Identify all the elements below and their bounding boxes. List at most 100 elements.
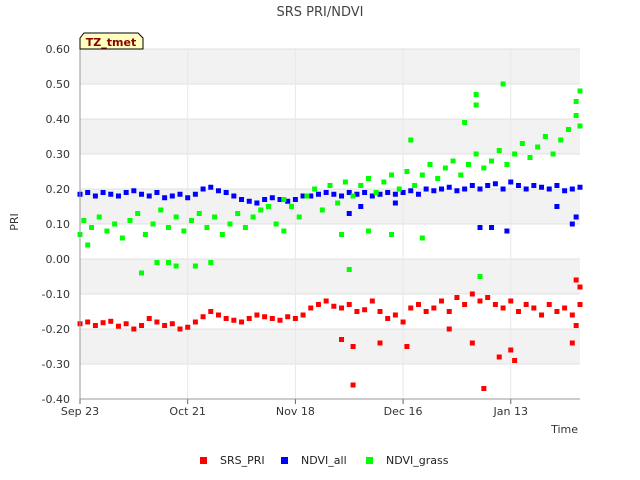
data-point	[362, 190, 368, 195]
data-point	[408, 137, 414, 143]
data-point	[562, 305, 568, 311]
data-point	[204, 225, 210, 230]
x-tick-label: Dec 16	[384, 405, 423, 418]
data-point	[177, 326, 183, 332]
data-point	[469, 340, 475, 346]
data-point	[335, 200, 341, 206]
data-point	[389, 232, 395, 237]
data-point	[569, 221, 575, 227]
data-point	[535, 144, 541, 150]
data-point	[92, 323, 98, 328]
data-point	[135, 211, 141, 216]
series-SRS_PRI	[77, 277, 583, 391]
data-point	[539, 312, 545, 318]
data-point	[269, 316, 275, 321]
data-point	[573, 99, 579, 104]
data-point	[323, 298, 329, 304]
data-point	[358, 183, 364, 188]
data-point	[558, 137, 564, 143]
data-point	[115, 323, 121, 329]
data-point	[185, 324, 191, 330]
data-point	[300, 193, 306, 199]
data-point	[85, 319, 91, 325]
legend-swatch	[281, 457, 288, 464]
data-point	[315, 191, 321, 197]
data-point	[569, 186, 575, 192]
data-point	[139, 191, 145, 197]
data-point	[485, 183, 491, 188]
data-point	[473, 151, 479, 157]
data-point	[577, 123, 583, 129]
data-point	[108, 318, 114, 324]
data-point	[208, 260, 214, 265]
data-point	[500, 305, 506, 311]
y-tick-label: 0.50	[46, 78, 71, 91]
data-point	[162, 323, 168, 328]
data-point	[154, 319, 160, 325]
data-point	[289, 204, 295, 209]
data-point	[350, 344, 356, 349]
data-point	[477, 186, 483, 192]
data-point	[496, 354, 502, 360]
data-point	[531, 183, 537, 188]
data-point	[262, 314, 268, 320]
data-point	[273, 221, 279, 227]
data-point	[504, 228, 510, 234]
data-point	[515, 309, 521, 314]
x-axis-label: Time	[550, 423, 578, 436]
data-point	[412, 183, 418, 188]
data-point	[323, 190, 329, 195]
data-point	[231, 193, 237, 199]
data-point	[573, 277, 579, 283]
data-point	[473, 92, 479, 97]
x-tick-label: Oct 21	[169, 405, 206, 418]
data-point	[446, 309, 452, 314]
data-point	[123, 190, 129, 195]
data-point	[550, 151, 556, 157]
axis-ticks: -0.40 -0.30 -0.20 -0.10 0.00 0.10 0.20 0.30 0.40…	[42, 43, 580, 418]
y-axis-label: PRI	[8, 213, 21, 231]
data-point	[489, 158, 495, 164]
data-point	[123, 321, 129, 327]
data-point	[492, 302, 498, 307]
data-point	[462, 302, 468, 307]
data-point	[569, 340, 575, 346]
y-tick-label: -0.40	[42, 393, 70, 406]
data-point	[200, 186, 206, 192]
data-point	[315, 302, 321, 307]
data-point	[577, 284, 583, 290]
data-point	[400, 319, 406, 325]
data-point	[496, 148, 502, 153]
data-point	[269, 195, 275, 201]
data-point	[431, 305, 437, 311]
data-point	[489, 225, 495, 230]
station-tag-label: TZ_tmet	[86, 36, 136, 49]
x-tick-label: Jan 13	[493, 405, 528, 418]
data-point	[350, 382, 356, 388]
y-tick-label: 0.40	[46, 113, 71, 126]
plot-band	[80, 259, 580, 294]
data-point	[208, 309, 214, 314]
data-point	[415, 302, 421, 307]
data-point	[185, 195, 191, 201]
data-point	[446, 184, 452, 190]
data-point	[492, 181, 498, 187]
data-point	[377, 340, 383, 346]
data-point	[477, 298, 483, 304]
data-point	[312, 186, 318, 192]
data-point	[481, 165, 487, 171]
legend: SRS_PRI NDVI_all NDVI_grass	[200, 454, 449, 467]
data-point	[423, 309, 429, 314]
data-point	[573, 323, 579, 328]
data-point	[435, 176, 441, 181]
data-point	[212, 214, 218, 220]
data-point	[300, 312, 306, 318]
data-point	[446, 326, 452, 332]
data-point	[146, 316, 152, 321]
data-point	[546, 302, 552, 307]
data-point	[392, 191, 398, 197]
data-point	[108, 191, 114, 197]
data-point	[292, 316, 298, 321]
data-point	[400, 190, 406, 195]
data-point	[104, 228, 110, 234]
